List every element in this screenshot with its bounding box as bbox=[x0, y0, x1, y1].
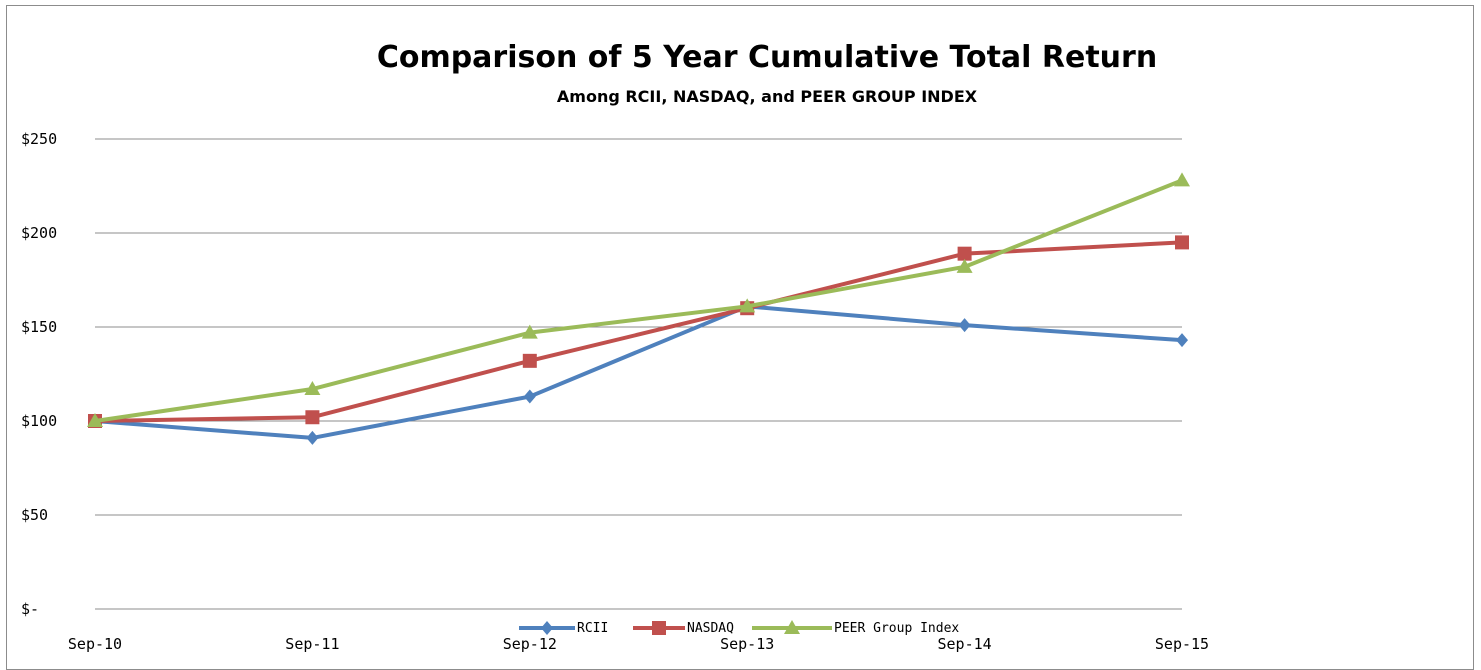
data-point-nasdaq bbox=[305, 410, 320, 425]
legend-item-nasdaq: NASDAQ bbox=[633, 621, 734, 636]
data-point-nasdaq bbox=[1175, 235, 1189, 250]
chart-title: Comparison of 5 Year Cumulative Total Re… bbox=[377, 40, 1157, 75]
y-tick-label: $50 bbox=[21, 506, 48, 524]
y-tick-label: $100 bbox=[21, 412, 57, 430]
x-tick-label: Sep-13 bbox=[720, 635, 774, 653]
y-axis-ticks: $- $50 $100 $150 $200 $250 bbox=[21, 130, 57, 618]
x-tick-label: Sep-14 bbox=[938, 635, 992, 653]
y-tick-label: $- bbox=[21, 600, 39, 618]
legend: RCII NASDAQ PEER Group Index bbox=[519, 620, 959, 636]
gridlines bbox=[95, 138, 1182, 610]
x-tick-label: Sep-10 bbox=[68, 635, 122, 653]
data-point-nasdaq bbox=[957, 246, 972, 261]
legend-label: PEER Group Index bbox=[834, 621, 959, 636]
legend-label: NASDAQ bbox=[687, 621, 734, 636]
data-point-peer-group-index bbox=[1174, 172, 1190, 187]
data-point-nasdaq bbox=[522, 353, 537, 368]
data-point-rcii bbox=[958, 318, 971, 333]
legend-marker bbox=[652, 621, 666, 635]
x-tick-label: Sep-15 bbox=[1155, 635, 1209, 653]
series-peer-group-index bbox=[87, 172, 1190, 427]
data-point-peer-group-index bbox=[739, 298, 756, 313]
x-axis-ticks: Sep-10 Sep-11 Sep-12 Sep-13 Sep-14 Sep-15 bbox=[68, 635, 1209, 653]
legend-label: RCII bbox=[577, 621, 608, 636]
data-point-peer-group-index bbox=[87, 413, 103, 427]
legend-item-peer-group-index: PEER Group Index bbox=[752, 620, 959, 636]
chart-area: Comparison of 5 Year Cumulative Total Re… bbox=[6, 5, 1474, 670]
data-point-peer-group-index bbox=[304, 381, 321, 396]
series-line-rcii bbox=[94, 304, 1183, 440]
series-line-nasdaq bbox=[94, 240, 1183, 423]
x-tick-label: Sep-12 bbox=[503, 635, 557, 653]
data-point-rcii bbox=[1176, 333, 1188, 348]
chart-subtitle: Among RCII, NASDAQ, and PEER GROUP INDEX bbox=[557, 87, 978, 106]
data-point-rcii bbox=[523, 389, 536, 404]
series-lines bbox=[87, 172, 1190, 445]
legend-marker bbox=[541, 621, 553, 635]
data-point-peer-group-index bbox=[521, 324, 538, 339]
data-point-rcii bbox=[306, 430, 319, 445]
series-line-peer-group-index bbox=[94, 178, 1183, 423]
y-tick-label: $250 bbox=[21, 130, 57, 148]
y-tick-label: $150 bbox=[21, 318, 57, 336]
legend-marker bbox=[784, 620, 800, 634]
y-tick-label: $200 bbox=[21, 224, 57, 242]
x-tick-label: Sep-11 bbox=[285, 635, 339, 653]
data-point-peer-group-index bbox=[956, 258, 973, 273]
legend-item-rcii: RCII bbox=[519, 621, 608, 636]
line-chart: Comparison of 5 Year Cumulative Total Re… bbox=[21, 40, 1209, 653]
